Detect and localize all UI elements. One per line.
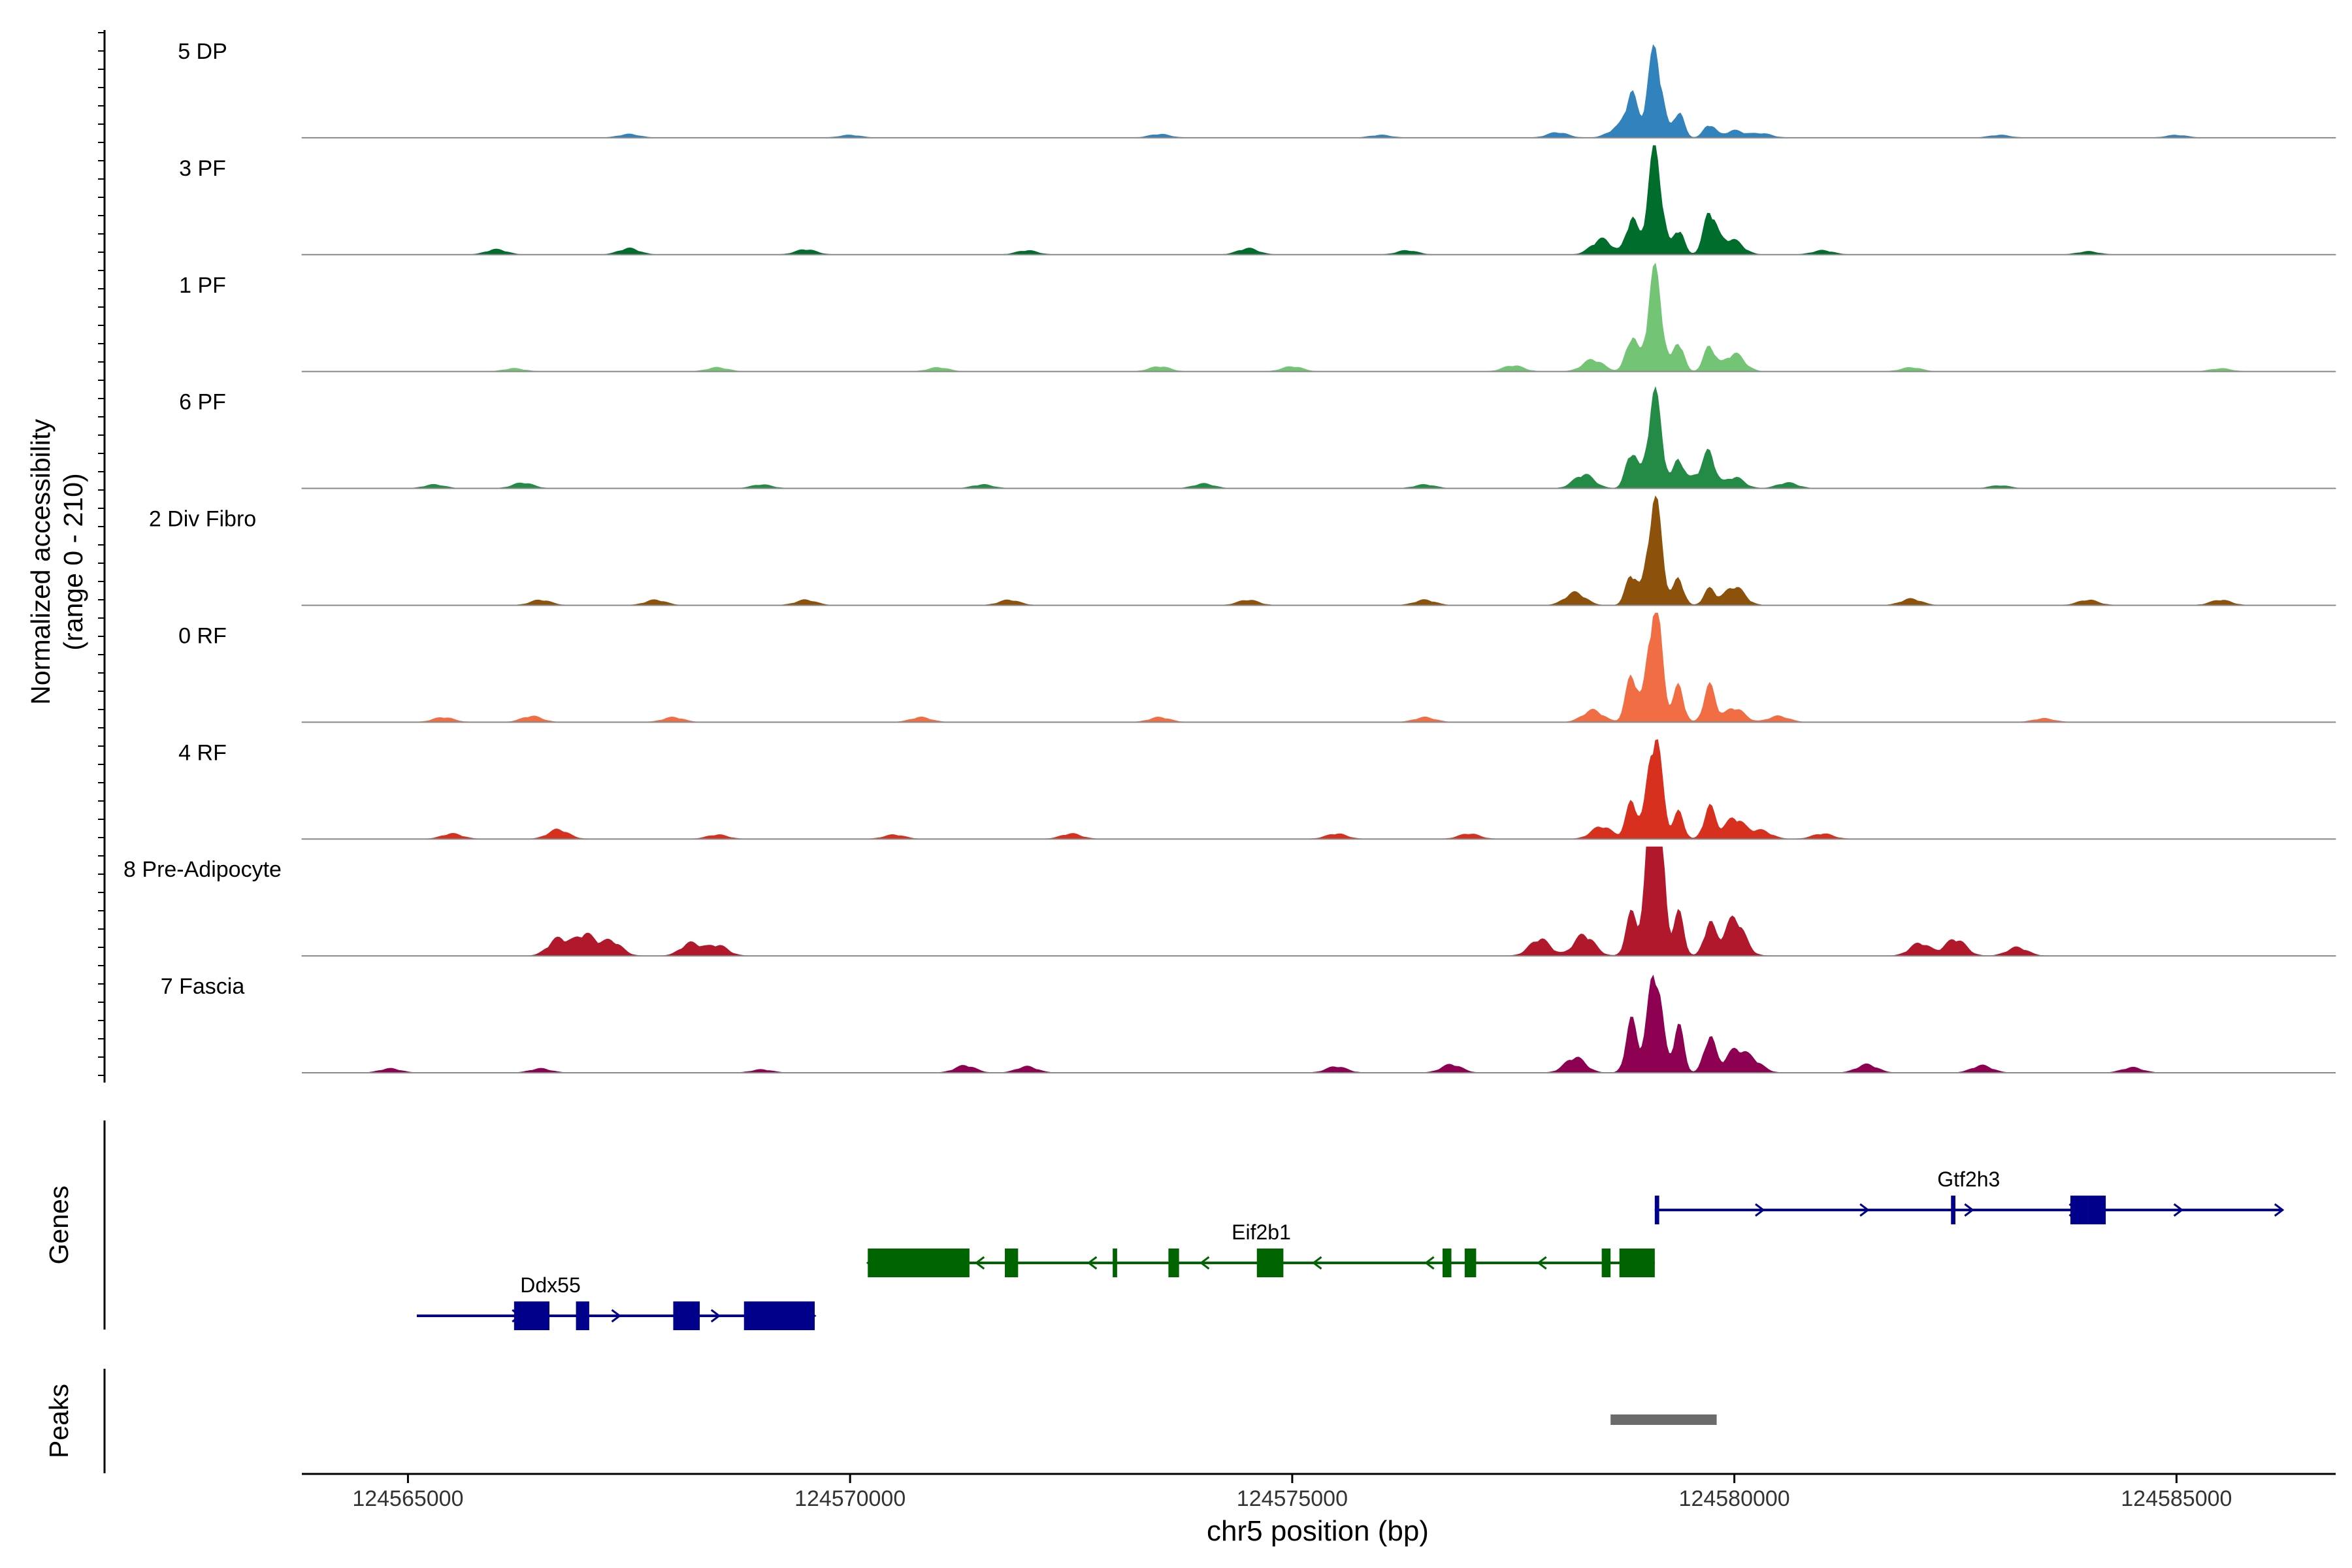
- exon: [2070, 1196, 2089, 1224]
- exon: [1951, 1196, 1956, 1224]
- gene-name: Ddx55: [520, 1273, 581, 1297]
- exon: [1256, 1249, 1284, 1277]
- peaks-label: Peaks: [44, 1384, 74, 1458]
- coverage-tracks: 5 DP 3 PF 1 PF 6 PF 2 Div Fibro 0 RF 4 RF 8 Pre…: [123, 39, 2336, 1073]
- coverage-area: [301, 739, 2336, 840]
- exon: [1113, 1249, 1117, 1277]
- exon: [1654, 1196, 1659, 1224]
- y-axis-label-line1: Normalized accessibility: [25, 419, 56, 705]
- track-3: 1 PF: [179, 262, 2336, 372]
- exon: [514, 1301, 549, 1330]
- strand-arrow: [974, 1256, 985, 1270]
- track-label: 1 PF: [179, 273, 226, 298]
- track-label: 6 PF: [179, 390, 226, 415]
- coverage-area: [301, 846, 2336, 956]
- x-tick-label: 124585000: [2121, 1486, 2232, 1511]
- strand-arrow: [1755, 1203, 1765, 1217]
- strand-arrow: [1859, 1203, 1870, 1217]
- track-label: 7 Fascia: [161, 974, 245, 999]
- coverage-area: [301, 612, 2336, 723]
- coverage-area: [302, 974, 2336, 1073]
- strand-arrow: [611, 1309, 621, 1323]
- x-axis-ticks: 124565000 124570000 124575000 124580000 1245…: [352, 1474, 2232, 1511]
- coverage-area: [301, 386, 2336, 489]
- strand-arrow: [710, 1309, 721, 1323]
- exon: [1168, 1249, 1179, 1277]
- peak-bar: [1610, 1414, 1717, 1425]
- x-axis-label: chr5 position (bp): [1207, 1515, 1429, 1547]
- strand-arrow: [2274, 1203, 2285, 1217]
- strand-arrow: [1424, 1256, 1435, 1270]
- x-tick-label: 124580000: [1679, 1486, 1790, 1511]
- x-tick-label: 124565000: [352, 1486, 463, 1511]
- exon: [1464, 1249, 1477, 1277]
- track-label: 2 Div Fibro: [149, 507, 256, 532]
- track-6: 0 RF: [178, 612, 2336, 723]
- exon: [1619, 1249, 1655, 1277]
- track-1: 5 DP: [178, 39, 2336, 139]
- track-label: 5 DP: [178, 39, 227, 64]
- gene-ddx55: Ddx55: [416, 1273, 817, 1330]
- y-axis: [98, 30, 106, 1083]
- y-axis-ticks: [98, 32, 105, 1076]
- coverage-area: [301, 495, 2336, 606]
- exon: [743, 1301, 815, 1330]
- track-label: 4 RF: [178, 740, 227, 765]
- track-label: 0 RF: [178, 623, 227, 648]
- exon: [1442, 1249, 1452, 1277]
- gene-name: Gtf2h3: [1937, 1168, 2000, 1191]
- y-axis-label-line2: (range 0 - 210): [58, 473, 88, 650]
- track-8: 8 Pre-Adipocyte: [123, 846, 2336, 957]
- track-label: 8 Pre-Adipocyte: [123, 857, 282, 882]
- genes-label: Genes: [44, 1186, 74, 1265]
- strand-arrow: [2173, 1203, 2184, 1217]
- exon: [2088, 1196, 2106, 1224]
- track-9: 7 Fascia: [161, 974, 2336, 1073]
- track-label: 3 PF: [179, 156, 226, 181]
- x-axis: 124565000 124570000 124575000 124580000 1245…: [302, 1473, 2336, 1511]
- exon: [1601, 1249, 1611, 1277]
- gene-eif2b1: Eif2b1: [866, 1220, 1655, 1277]
- strand-arrow: [1964, 1203, 1974, 1217]
- exon: [576, 1301, 589, 1330]
- exon: [1005, 1249, 1019, 1277]
- exon: [868, 1249, 970, 1277]
- track-4: 6 PF: [179, 386, 2336, 489]
- track-2: 3 PF: [179, 145, 2336, 255]
- strand-arrow: [1086, 1256, 1098, 1270]
- x-tick-label: 124570000: [794, 1486, 906, 1511]
- gene-gtf2h3: Gtf2h3: [1654, 1168, 2285, 1224]
- coverage-area: [301, 44, 2336, 139]
- coverage-area: [301, 262, 2336, 372]
- strand-arrow: [1312, 1256, 1322, 1270]
- gene-annotations: Ddx55 Eif2b1 Gtf2h3: [416, 1168, 2285, 1330]
- x-tick-label: 124575000: [1237, 1486, 1348, 1511]
- exon: [673, 1301, 700, 1330]
- track-7: 4 RF: [178, 739, 2336, 840]
- coverage-area: [301, 145, 2336, 255]
- track-5: 2 Div Fibro: [149, 495, 2336, 606]
- peak-regions: [1610, 1414, 1717, 1425]
- strand-arrow: [1537, 1256, 1547, 1270]
- strand-arrow: [1199, 1256, 1210, 1270]
- gene-name: Eif2b1: [1232, 1220, 1291, 1244]
